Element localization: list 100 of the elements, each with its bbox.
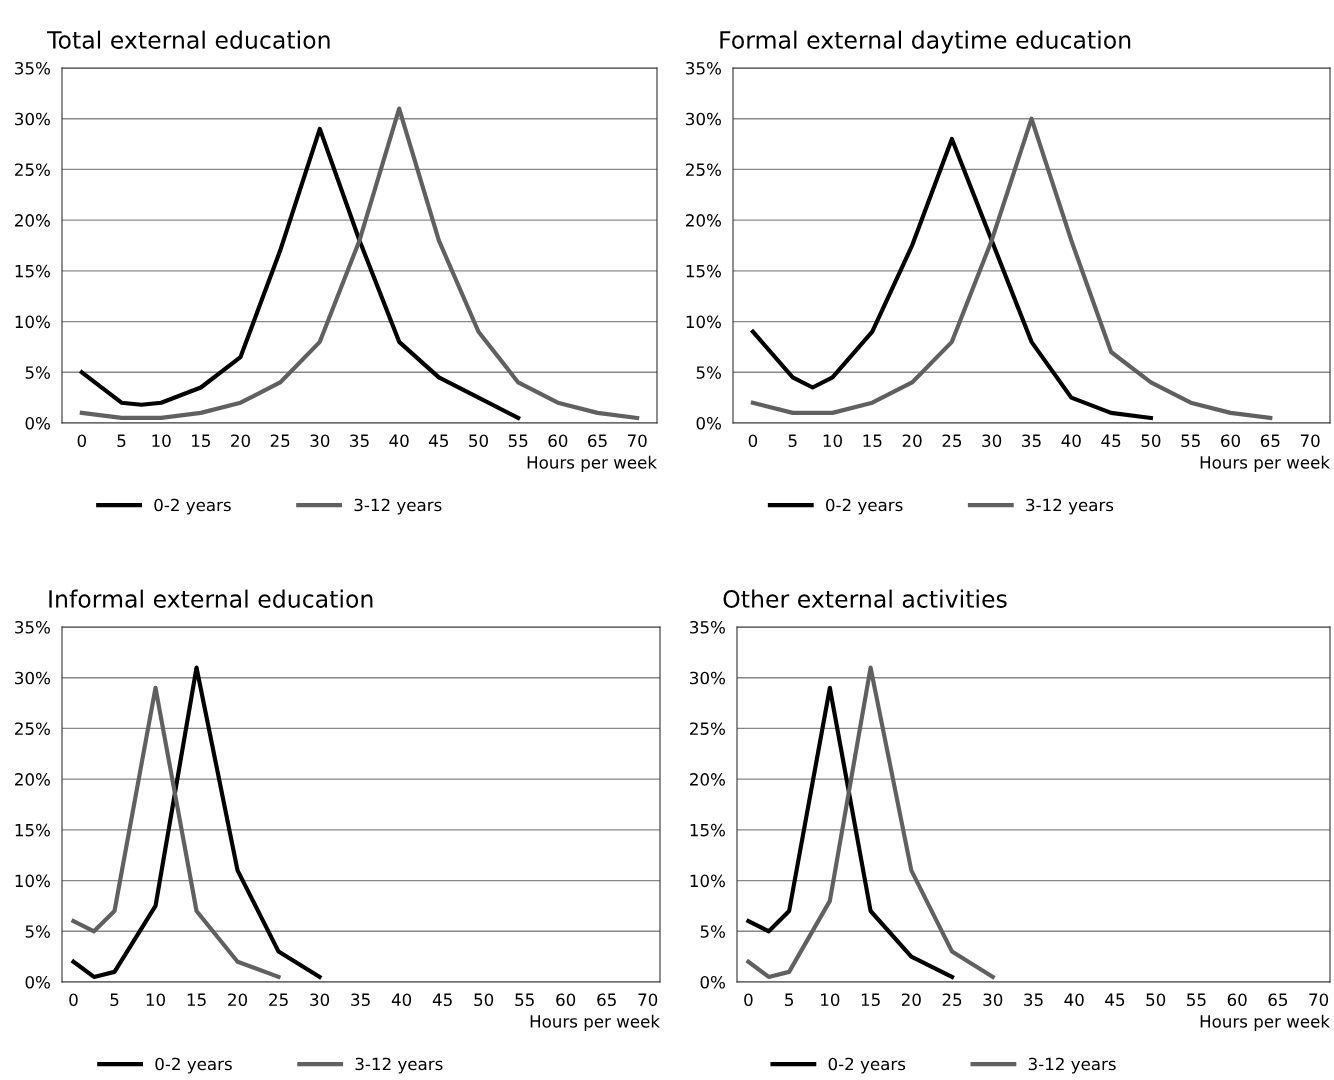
x-tick-label: 0 xyxy=(744,993,753,1007)
x-axis-title: Hours per week xyxy=(530,1014,660,1031)
y-tick-label: 20% xyxy=(686,214,721,227)
legend-label: 3-12 years xyxy=(354,498,442,515)
y-tick-label: 25% xyxy=(686,163,721,176)
x-tick-label: 10 xyxy=(823,434,842,448)
x-tick-label: 50 xyxy=(469,434,488,448)
x-tick-label: 70 xyxy=(1300,434,1320,448)
y-tick-label: 30% xyxy=(686,112,721,126)
x-tick-label: 60 xyxy=(1227,993,1247,1007)
x-tick-label: 40 xyxy=(391,993,412,1007)
x-tick-label: 70 xyxy=(1309,993,1329,1007)
x-tick-label: 45 xyxy=(1105,993,1125,1007)
y-tick-label: 35% xyxy=(15,620,50,634)
x-tick-label: 30 xyxy=(310,434,330,448)
x-tick-label: 20 xyxy=(901,993,921,1007)
y-tick-label: 30% xyxy=(690,671,725,685)
line-series xyxy=(71,665,322,980)
y-tick-label: 5% xyxy=(25,366,50,379)
x-tick-label: 15 xyxy=(863,434,882,448)
chart-title: Total external education xyxy=(47,30,330,49)
x-tick-label: 35 xyxy=(351,993,370,1007)
x-tick-label: 65 xyxy=(588,434,607,448)
x-tick-label: 65 xyxy=(1260,434,1280,448)
legend-label: 3-12 years xyxy=(1026,498,1114,515)
x-tick-label: 60 xyxy=(548,434,568,448)
y-tick-label: 35% xyxy=(690,620,725,634)
line-series xyxy=(746,685,955,980)
x-tick-label: 55 xyxy=(508,434,528,448)
x-tick-label: 20 xyxy=(228,993,248,1007)
y-tick-label: 10% xyxy=(15,874,50,888)
x-axis-title: Hours per week xyxy=(1200,455,1330,472)
x-tick-label: 30 xyxy=(310,993,330,1007)
x-tick-label: 40 xyxy=(1061,434,1081,448)
y-tick-label: 20% xyxy=(690,773,725,786)
y-tick-label: 0% xyxy=(696,416,721,430)
x-tick-label: 20 xyxy=(902,434,922,448)
x-tick-label: 40 xyxy=(1064,993,1084,1007)
x-tick-label: 5 xyxy=(785,993,793,1007)
x-axis-title: Hours per week xyxy=(1200,1014,1330,1031)
x-tick-label: 25 xyxy=(269,993,288,1007)
y-tick-label: 20% xyxy=(15,773,50,786)
x-tick-label: 45 xyxy=(432,993,452,1007)
y-tick-label: 10% xyxy=(15,315,50,329)
legend-label: 0-2 years xyxy=(826,498,903,515)
chart-title: Formal external daytime education xyxy=(720,30,1131,54)
x-tick-label: 10 xyxy=(821,993,840,1007)
x-tick-label: 55 xyxy=(1187,993,1206,1007)
x-tick-label: 15 xyxy=(861,993,880,1007)
x-tick-label: 0 xyxy=(748,434,758,448)
y-tick-label: 35% xyxy=(686,61,721,75)
y-tick-label: 5% xyxy=(25,925,50,938)
y-tick-label: 25% xyxy=(15,163,50,176)
x-tick-label: 50 xyxy=(1146,993,1166,1007)
x-tick-label: 40 xyxy=(389,434,409,448)
line-series xyxy=(71,685,281,980)
y-tick-label: 20% xyxy=(15,214,50,227)
y-tick-label: 25% xyxy=(690,722,725,735)
x-tick-label: 25 xyxy=(942,993,962,1007)
y-tick-label: 25% xyxy=(15,722,50,735)
x-tick-label: 0 xyxy=(69,993,78,1007)
line-series xyxy=(79,126,521,421)
x-tick-label: 65 xyxy=(597,993,616,1007)
x-tick-label: 20 xyxy=(231,434,250,448)
x-tick-label: 25 xyxy=(270,434,290,448)
x-tick-label: 30 xyxy=(982,434,1002,448)
line-series xyxy=(79,106,640,421)
y-tick-label: 30% xyxy=(15,112,50,126)
legend-label: 0-2 years xyxy=(828,1057,906,1074)
x-tick-label: 60 xyxy=(1221,434,1240,448)
x-tick-label: 15 xyxy=(192,434,210,448)
x-tick-label: 10 xyxy=(146,993,166,1007)
y-tick-label: 10% xyxy=(690,874,725,888)
y-tick-label: 15% xyxy=(686,264,721,278)
x-tick-label: 50 xyxy=(1141,434,1161,448)
x-tick-label: 60 xyxy=(556,993,576,1007)
x-tick-label: 0 xyxy=(77,434,87,448)
legend-label: 3-12 years xyxy=(1028,1057,1116,1074)
x-tick-label: 35 xyxy=(1024,993,1043,1007)
chart-title: Other external activities xyxy=(723,589,1007,608)
y-tick-label: 15% xyxy=(15,264,50,278)
y-tick-label: 35% xyxy=(15,61,50,75)
legend-label: 0-2 years xyxy=(155,1057,232,1074)
chart-title: Informal external education xyxy=(49,589,373,608)
y-tick-label: 15% xyxy=(15,823,50,837)
x-tick-label: 5 xyxy=(110,993,119,1007)
x-tick-label: 10 xyxy=(152,434,171,448)
y-tick-label: 30% xyxy=(15,671,50,685)
x-tick-label: 45 xyxy=(429,434,448,448)
x-tick-label: 35 xyxy=(350,434,369,448)
x-tick-label: 50 xyxy=(474,993,494,1007)
x-tick-label: 70 xyxy=(627,434,647,448)
y-tick-label: 0% xyxy=(25,975,50,989)
x-tick-label: 55 xyxy=(1181,434,1200,448)
x-axis-title: Hours per week xyxy=(527,455,657,472)
y-tick-label: 5% xyxy=(700,925,725,938)
legend-label: 3-12 years xyxy=(355,1057,443,1074)
x-tick-label: 30 xyxy=(983,993,1003,1007)
x-tick-label: 35 xyxy=(1022,434,1041,448)
x-tick-label: 5 xyxy=(788,434,797,448)
